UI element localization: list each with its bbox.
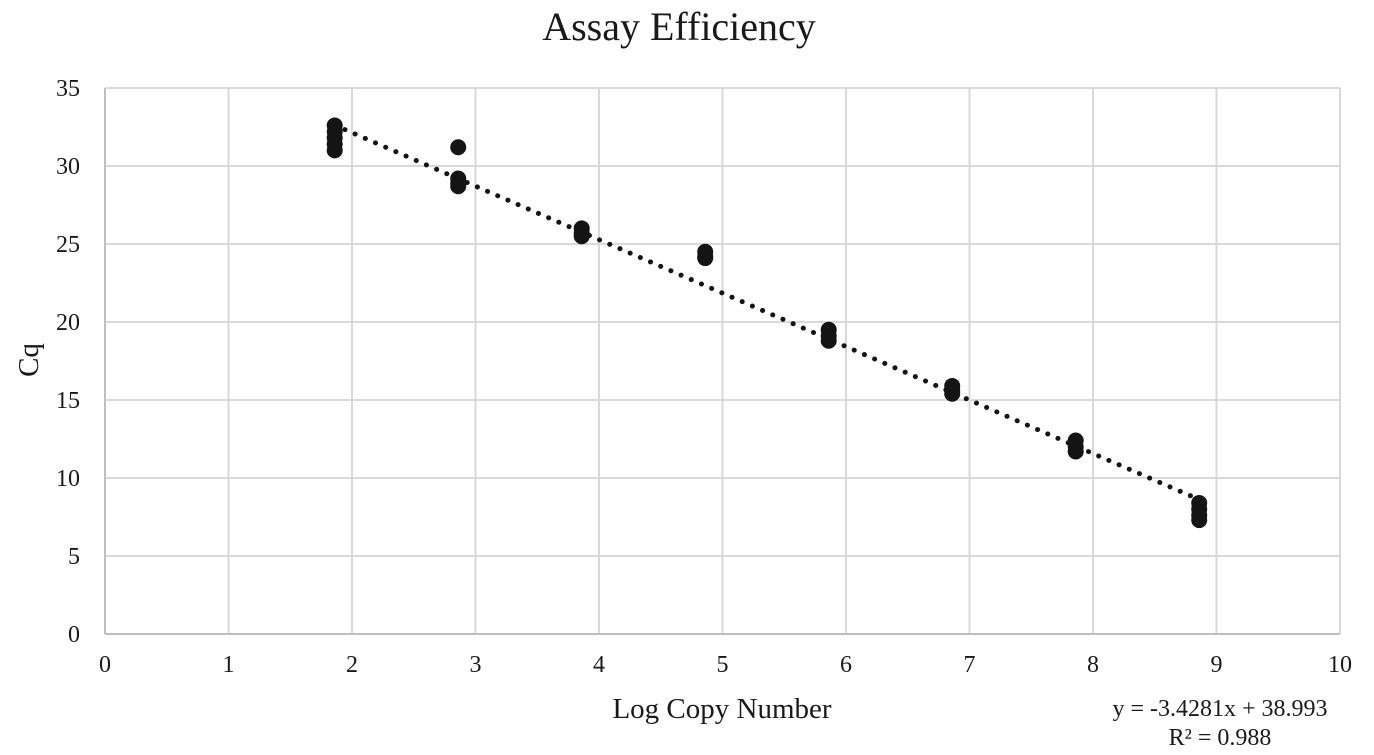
data-point	[450, 139, 467, 156]
y-axis-tick-labels: 0 5 10 15 20 25 30 35	[56, 76, 80, 648]
data-point	[450, 178, 467, 195]
trendline	[332, 122, 1202, 503]
chart-title: Assay Efficiency	[542, 4, 816, 49]
x-tick-label: 3	[470, 652, 482, 678]
y-tick-label: 5	[68, 544, 80, 570]
x-axis-tick-labels: 0 1 2 3 4 5 6 7 8 9 10	[99, 652, 1352, 678]
x-tick-label: 2	[346, 652, 358, 678]
y-tick-label: 25	[56, 232, 80, 258]
data-point	[944, 385, 961, 402]
data-point	[1191, 512, 1208, 529]
x-tick-label: 4	[593, 652, 605, 678]
x-tick-label: 7	[964, 652, 976, 678]
trendline-layer	[332, 122, 1202, 503]
y-tick-label: 35	[56, 76, 80, 102]
data-point	[1067, 443, 1084, 460]
x-tick-label: 1	[223, 652, 235, 678]
data-point	[326, 142, 343, 159]
y-axis-label: Cq	[13, 343, 45, 377]
x-tick-label: 9	[1211, 652, 1223, 678]
x-axis-label: Log Copy Number	[612, 693, 831, 725]
plot-axes	[104, 88, 1340, 635]
data-points	[326, 117, 1208, 529]
x-tick-label: 0	[99, 652, 111, 678]
trendline-r-squared: R² = 0.988	[1169, 725, 1272, 751]
data-point	[573, 228, 590, 245]
x-tick-label: 8	[1087, 652, 1099, 678]
y-tick-label: 0	[68, 622, 80, 648]
trendline-equation: y = -3.4281x + 38.993	[1112, 696, 1327, 722]
x-tick-label: 5	[717, 652, 729, 678]
grid-lines	[105, 87, 1341, 634]
data-point	[820, 332, 837, 349]
y-tick-label: 10	[56, 466, 80, 492]
x-tick-label: 6	[840, 652, 852, 678]
y-tick-label: 15	[56, 388, 80, 414]
x-tick-label: 10	[1328, 652, 1352, 678]
y-tick-label: 30	[56, 154, 80, 180]
y-tick-label: 20	[56, 310, 80, 336]
data-point	[697, 250, 714, 267]
